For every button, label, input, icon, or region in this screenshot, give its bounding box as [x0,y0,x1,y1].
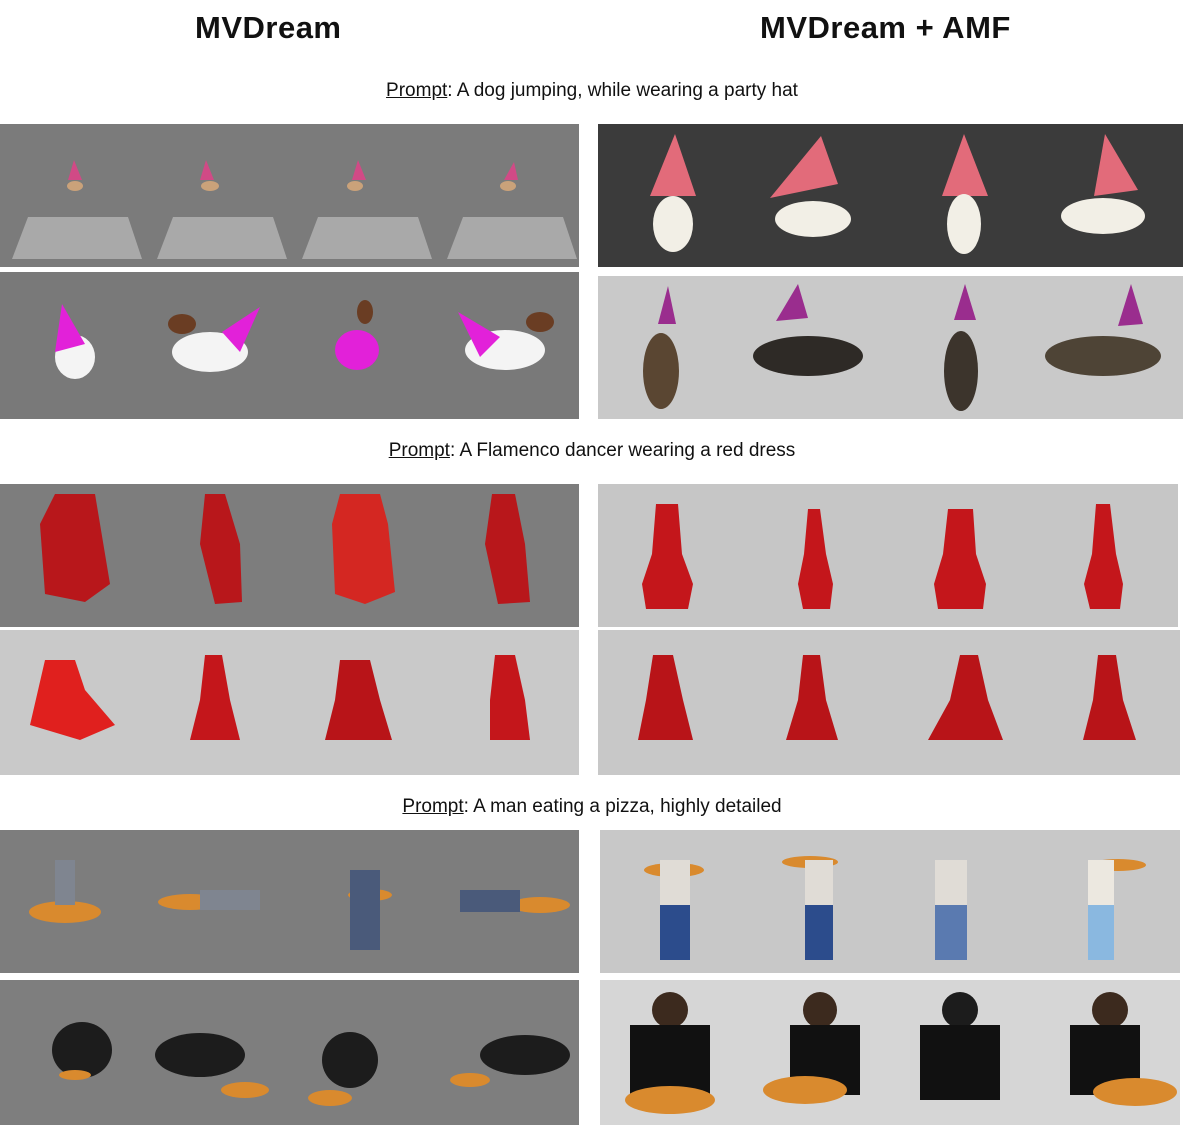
prompt-text: : A Flamenco dancer wearing a red dress [449,440,796,461]
dog-magenta-hat-figures [0,272,579,419]
standing-man-pizza-figures [600,830,1180,973]
prompt-text: : A dog jumping, while wearing a party h… [447,80,798,101]
image-pizza-mvdream-row1 [0,830,579,973]
black-shirt-man-pizza-figures [600,980,1180,1125]
prompt-label: Prompt [402,796,464,817]
image-pizza-amf-row2 [600,980,1180,1125]
dog-small-figures [0,124,579,267]
prompt-label: Prompt [386,80,448,101]
man-with-pizza-figures [0,830,579,973]
image-flamenco-amf-row1 [598,484,1178,627]
crouching-man-pizza-figures [0,980,579,1125]
red-mermaid-dress-figures [598,484,1178,627]
prompt-text: : A man eating a pizza, highly detailed [463,796,782,817]
image-flamenco-amf-row2 [598,630,1180,775]
header-mvdream: MVDream [195,10,342,45]
prompt-dog: Prompt: A dog jumping, while wearing a p… [0,80,1184,102]
dog-white-figures [598,124,1183,267]
image-dog-amf-row2 [598,276,1183,419]
prompt-flamenco: Prompt: A Flamenco dancer wearing a red … [0,440,1184,462]
image-dog-amf-row1 [598,124,1183,267]
header-mvdream-amf: MVDream + AMF [760,10,1011,45]
image-pizza-mvdream-row2 [0,980,579,1125]
image-pizza-amf-row1 [600,830,1180,973]
prompt-label: Prompt [388,440,450,461]
image-flamenco-mvdream-row1 [0,484,579,627]
red-dress-figures [0,484,579,627]
image-dog-mvdream-row2 [0,272,579,419]
dancing-red-mermaid-figures [598,630,1180,775]
image-flamenco-mvdream-row2 [0,630,579,775]
image-dog-mvdream-row1 [0,124,579,267]
dog-purple-hat-figures [598,276,1183,419]
prompt-pizza: Prompt: A man eating a pizza, highly det… [0,796,1184,818]
dancing-red-dress-figures [0,630,579,775]
